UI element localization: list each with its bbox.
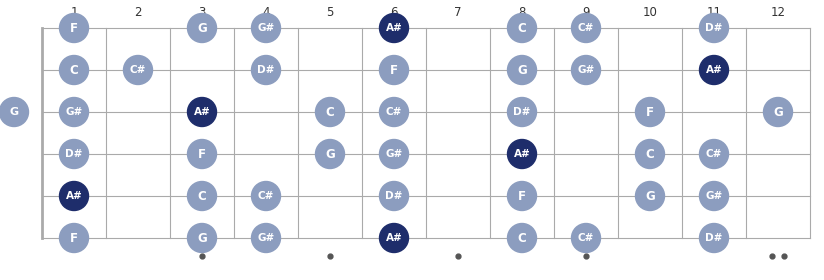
Text: G: G — [517, 64, 527, 76]
Text: C: C — [69, 64, 78, 76]
Text: C: C — [325, 106, 335, 118]
Circle shape — [572, 13, 601, 43]
Circle shape — [59, 181, 88, 211]
Circle shape — [380, 97, 409, 127]
Circle shape — [251, 55, 280, 85]
Text: A#: A# — [386, 233, 402, 243]
Circle shape — [700, 139, 728, 169]
Text: F: F — [518, 190, 526, 202]
Circle shape — [380, 139, 409, 169]
Text: C: C — [646, 148, 654, 160]
Text: C: C — [198, 190, 206, 202]
Text: C: C — [517, 22, 527, 34]
Text: C#: C# — [578, 23, 594, 33]
Text: 2: 2 — [134, 6, 142, 20]
Circle shape — [508, 139, 536, 169]
Circle shape — [380, 181, 409, 211]
Text: G: G — [773, 106, 783, 118]
Circle shape — [380, 223, 409, 253]
Circle shape — [700, 13, 728, 43]
Circle shape — [59, 55, 88, 85]
Text: 9: 9 — [583, 6, 590, 20]
Circle shape — [316, 139, 344, 169]
Text: 7: 7 — [454, 6, 461, 20]
Text: 3: 3 — [199, 6, 206, 20]
Circle shape — [508, 13, 536, 43]
Text: D#: D# — [705, 233, 723, 243]
Text: F: F — [646, 106, 654, 118]
Text: 12: 12 — [770, 6, 785, 20]
Text: A#: A# — [705, 65, 723, 75]
Text: G#: G# — [705, 191, 723, 201]
Text: F: F — [198, 148, 206, 160]
Circle shape — [188, 181, 217, 211]
Text: F: F — [390, 64, 398, 76]
Circle shape — [380, 13, 409, 43]
Circle shape — [188, 13, 217, 43]
Circle shape — [508, 181, 536, 211]
Circle shape — [251, 13, 280, 43]
Text: D#: D# — [257, 65, 274, 75]
Text: G#: G# — [257, 23, 274, 33]
Text: 6: 6 — [391, 6, 398, 20]
Text: G#: G# — [65, 107, 82, 117]
Text: C#: C# — [258, 191, 274, 201]
Text: A#: A# — [194, 107, 210, 117]
Circle shape — [124, 55, 152, 85]
Text: G#: G# — [386, 149, 403, 159]
Text: G: G — [197, 232, 207, 244]
Circle shape — [700, 181, 728, 211]
Circle shape — [572, 223, 601, 253]
Circle shape — [508, 55, 536, 85]
Circle shape — [316, 97, 344, 127]
Circle shape — [188, 223, 217, 253]
Text: 1: 1 — [70, 6, 77, 20]
Text: G#: G# — [257, 233, 274, 243]
Circle shape — [188, 97, 217, 127]
Text: F: F — [70, 232, 78, 244]
Circle shape — [0, 97, 29, 127]
Circle shape — [59, 13, 88, 43]
Circle shape — [572, 55, 601, 85]
Circle shape — [700, 223, 728, 253]
Text: A#: A# — [513, 149, 531, 159]
Text: A#: A# — [386, 23, 402, 33]
Text: C: C — [517, 232, 527, 244]
Circle shape — [251, 181, 280, 211]
Text: G: G — [325, 148, 335, 160]
Circle shape — [635, 181, 664, 211]
Circle shape — [251, 223, 280, 253]
Text: G#: G# — [578, 65, 595, 75]
Text: A#: A# — [66, 191, 82, 201]
Circle shape — [59, 97, 88, 127]
Text: D#: D# — [705, 23, 723, 33]
Text: G: G — [197, 22, 207, 34]
Text: 10: 10 — [643, 6, 658, 20]
Text: D#: D# — [386, 191, 403, 201]
Text: C#: C# — [386, 107, 402, 117]
Circle shape — [700, 55, 728, 85]
Text: 11: 11 — [706, 6, 722, 20]
Circle shape — [508, 223, 536, 253]
Text: G: G — [9, 107, 19, 117]
Text: D#: D# — [65, 149, 82, 159]
Circle shape — [635, 97, 664, 127]
Text: C#: C# — [578, 233, 594, 243]
Circle shape — [764, 97, 793, 127]
Text: 8: 8 — [518, 6, 526, 20]
Text: G: G — [645, 190, 655, 202]
Text: C#: C# — [706, 149, 722, 159]
Circle shape — [59, 223, 88, 253]
Circle shape — [188, 139, 217, 169]
Circle shape — [380, 55, 409, 85]
Circle shape — [635, 139, 664, 169]
Text: D#: D# — [513, 107, 531, 117]
Text: F: F — [70, 22, 78, 34]
Text: 5: 5 — [326, 6, 334, 20]
Circle shape — [508, 97, 536, 127]
Text: 4: 4 — [262, 6, 269, 20]
Text: C#: C# — [130, 65, 146, 75]
Circle shape — [59, 139, 88, 169]
